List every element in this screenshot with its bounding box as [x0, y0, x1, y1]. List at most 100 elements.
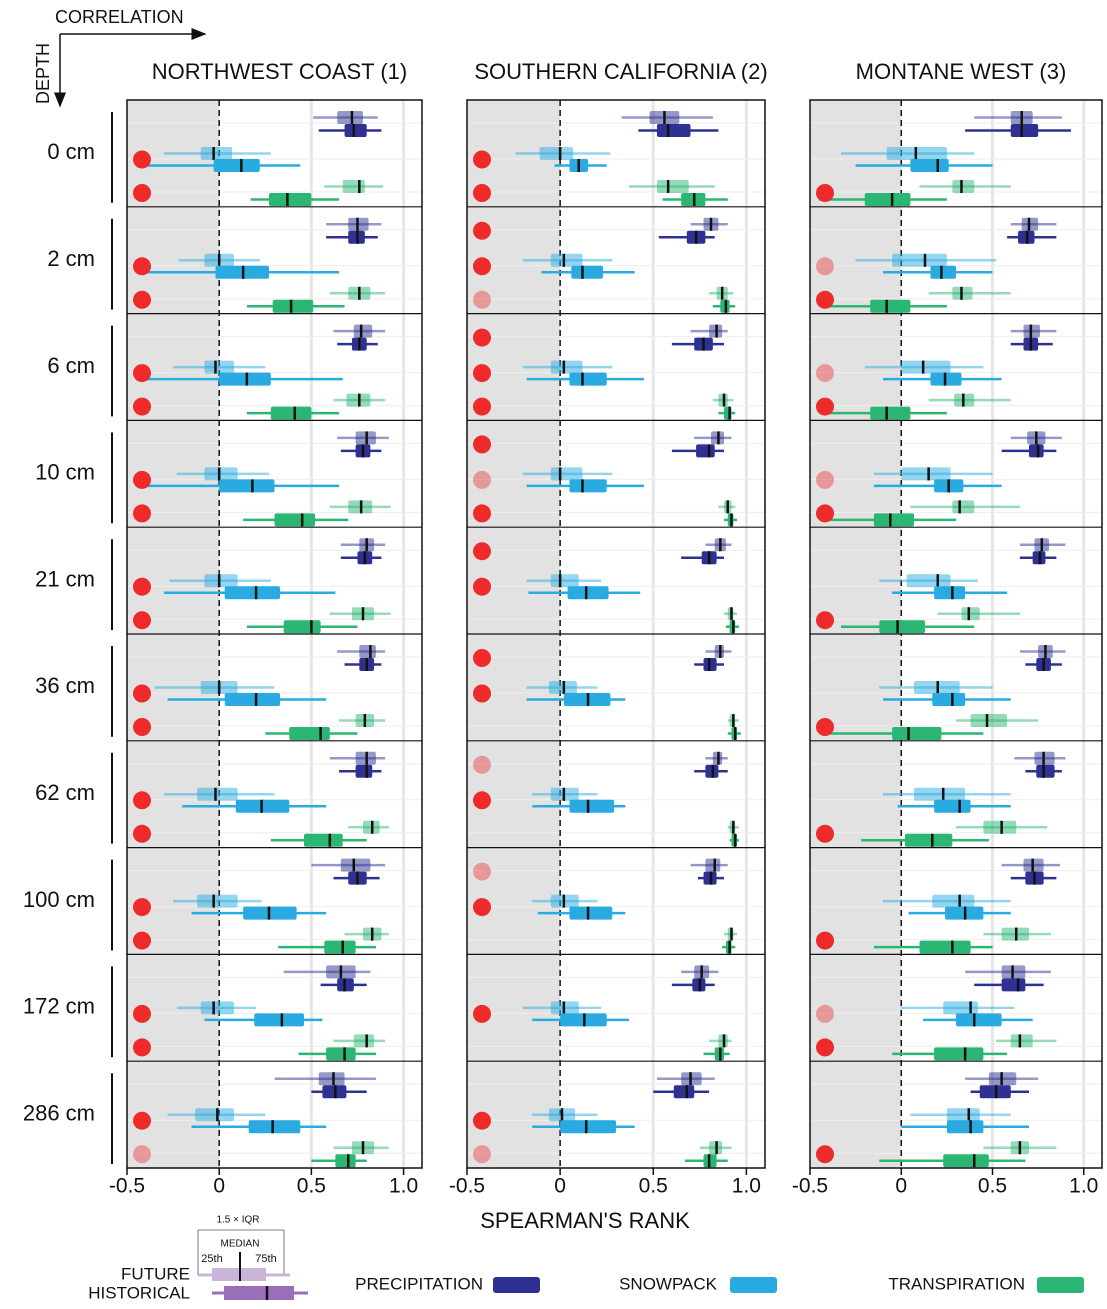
significance-dot — [133, 1111, 151, 1130]
box — [906, 574, 951, 588]
box — [195, 1108, 234, 1122]
significance-dot — [473, 257, 491, 276]
box — [656, 124, 691, 137]
box — [289, 727, 330, 740]
box — [270, 406, 312, 420]
box — [571, 265, 603, 279]
significance-dot — [133, 470, 151, 489]
box — [1010, 124, 1039, 137]
box — [326, 1047, 356, 1061]
x-tick-label: 1.0 — [732, 1175, 761, 1198]
significance-dot — [473, 328, 491, 347]
significance-dot — [473, 290, 491, 309]
panel-frame — [809, 99, 1103, 1169]
panel-frame — [466, 99, 766, 1169]
depth-label: 21 cm — [35, 566, 95, 591]
box — [1010, 1034, 1033, 1048]
box — [550, 467, 583, 481]
legend-label: PRECIPITATION — [355, 1274, 483, 1293]
box — [946, 1120, 984, 1134]
significance-dot — [473, 1111, 491, 1130]
panel: NORTHWEST COAST (1) -0.5 0 0.5 1.0 — [109, 59, 423, 1198]
box — [696, 444, 715, 458]
x-tick-label: 0.5 — [978, 1175, 1007, 1198]
panel: MONTANE WEST (3) -0.5 0 0.5 1.0 — [792, 59, 1103, 1198]
box — [204, 574, 238, 588]
significance-dot — [133, 611, 151, 630]
x-tick-label: 0.5 — [297, 1175, 326, 1198]
legend-whisker: 1.5 × IQR — [216, 1215, 259, 1226]
corner-x-label: CORRELATION — [55, 7, 184, 27]
legend-historical: HISTORICAL — [88, 1283, 190, 1302]
x-tick-label: 1.0 — [389, 1175, 418, 1198]
box — [932, 693, 966, 706]
box — [335, 1154, 356, 1168]
significance-dot — [816, 824, 834, 843]
box — [324, 940, 356, 954]
significance-dot — [473, 862, 491, 881]
box — [567, 586, 609, 600]
x-tick-label: -0.5 — [109, 1175, 145, 1198]
box — [934, 1047, 984, 1061]
box — [560, 1120, 616, 1134]
legend-swatch — [1037, 1277, 1084, 1293]
box — [901, 467, 951, 481]
box — [224, 693, 281, 706]
box — [268, 193, 312, 206]
significance-dot — [133, 290, 151, 309]
box — [930, 265, 956, 279]
box — [943, 1001, 978, 1015]
box — [355, 764, 373, 778]
box — [932, 894, 975, 908]
significance-dot — [816, 504, 834, 523]
panel-title: SOUTHERN CALIFORNIA (2) — [474, 59, 767, 84]
significance-dot — [133, 577, 151, 596]
depth-label: 2 cm — [47, 246, 95, 271]
significance-dot — [133, 364, 151, 383]
box — [248, 1120, 301, 1134]
significance-dot — [473, 649, 491, 667]
significance-dot — [133, 257, 151, 276]
significance-dot — [133, 1004, 151, 1023]
box — [353, 324, 373, 338]
significance-dot — [133, 184, 151, 202]
box — [213, 159, 260, 172]
box — [952, 180, 975, 193]
panel-title: MONTANE WEST (3) — [856, 59, 1067, 84]
box — [550, 360, 583, 374]
x-tick-label: 0 — [554, 1175, 566, 1198]
box — [318, 1072, 345, 1086]
box — [864, 193, 911, 206]
box — [970, 714, 1008, 727]
box — [870, 299, 911, 313]
box — [914, 787, 966, 801]
significance-dot — [816, 1004, 834, 1023]
box — [1036, 764, 1055, 778]
box — [910, 159, 949, 172]
legend-swatch — [493, 1277, 540, 1293]
box — [204, 467, 238, 481]
panel-frame — [126, 99, 423, 1169]
depth-label: 286 cm — [23, 1100, 95, 1125]
box — [304, 833, 343, 847]
significance-dot — [473, 542, 491, 561]
box — [656, 180, 689, 193]
box — [337, 111, 363, 124]
box — [204, 360, 234, 374]
significance-dot — [133, 150, 151, 169]
box — [870, 406, 911, 420]
legend-label: TRANSPIRATION — [888, 1274, 1025, 1293]
box — [219, 479, 275, 493]
box — [569, 906, 613, 920]
box — [550, 253, 583, 267]
depth-label: 10 cm — [35, 460, 95, 485]
x-tick-label: 1.0 — [1069, 1175, 1098, 1198]
box — [705, 858, 721, 872]
significance-dot — [133, 1038, 151, 1057]
x-tick-label: -0.5 — [449, 1175, 485, 1198]
significance-dot — [473, 684, 491, 703]
box — [892, 727, 942, 740]
significance-dot — [816, 290, 834, 309]
box — [904, 833, 953, 847]
x-tick-label: 0 — [213, 1175, 225, 1198]
